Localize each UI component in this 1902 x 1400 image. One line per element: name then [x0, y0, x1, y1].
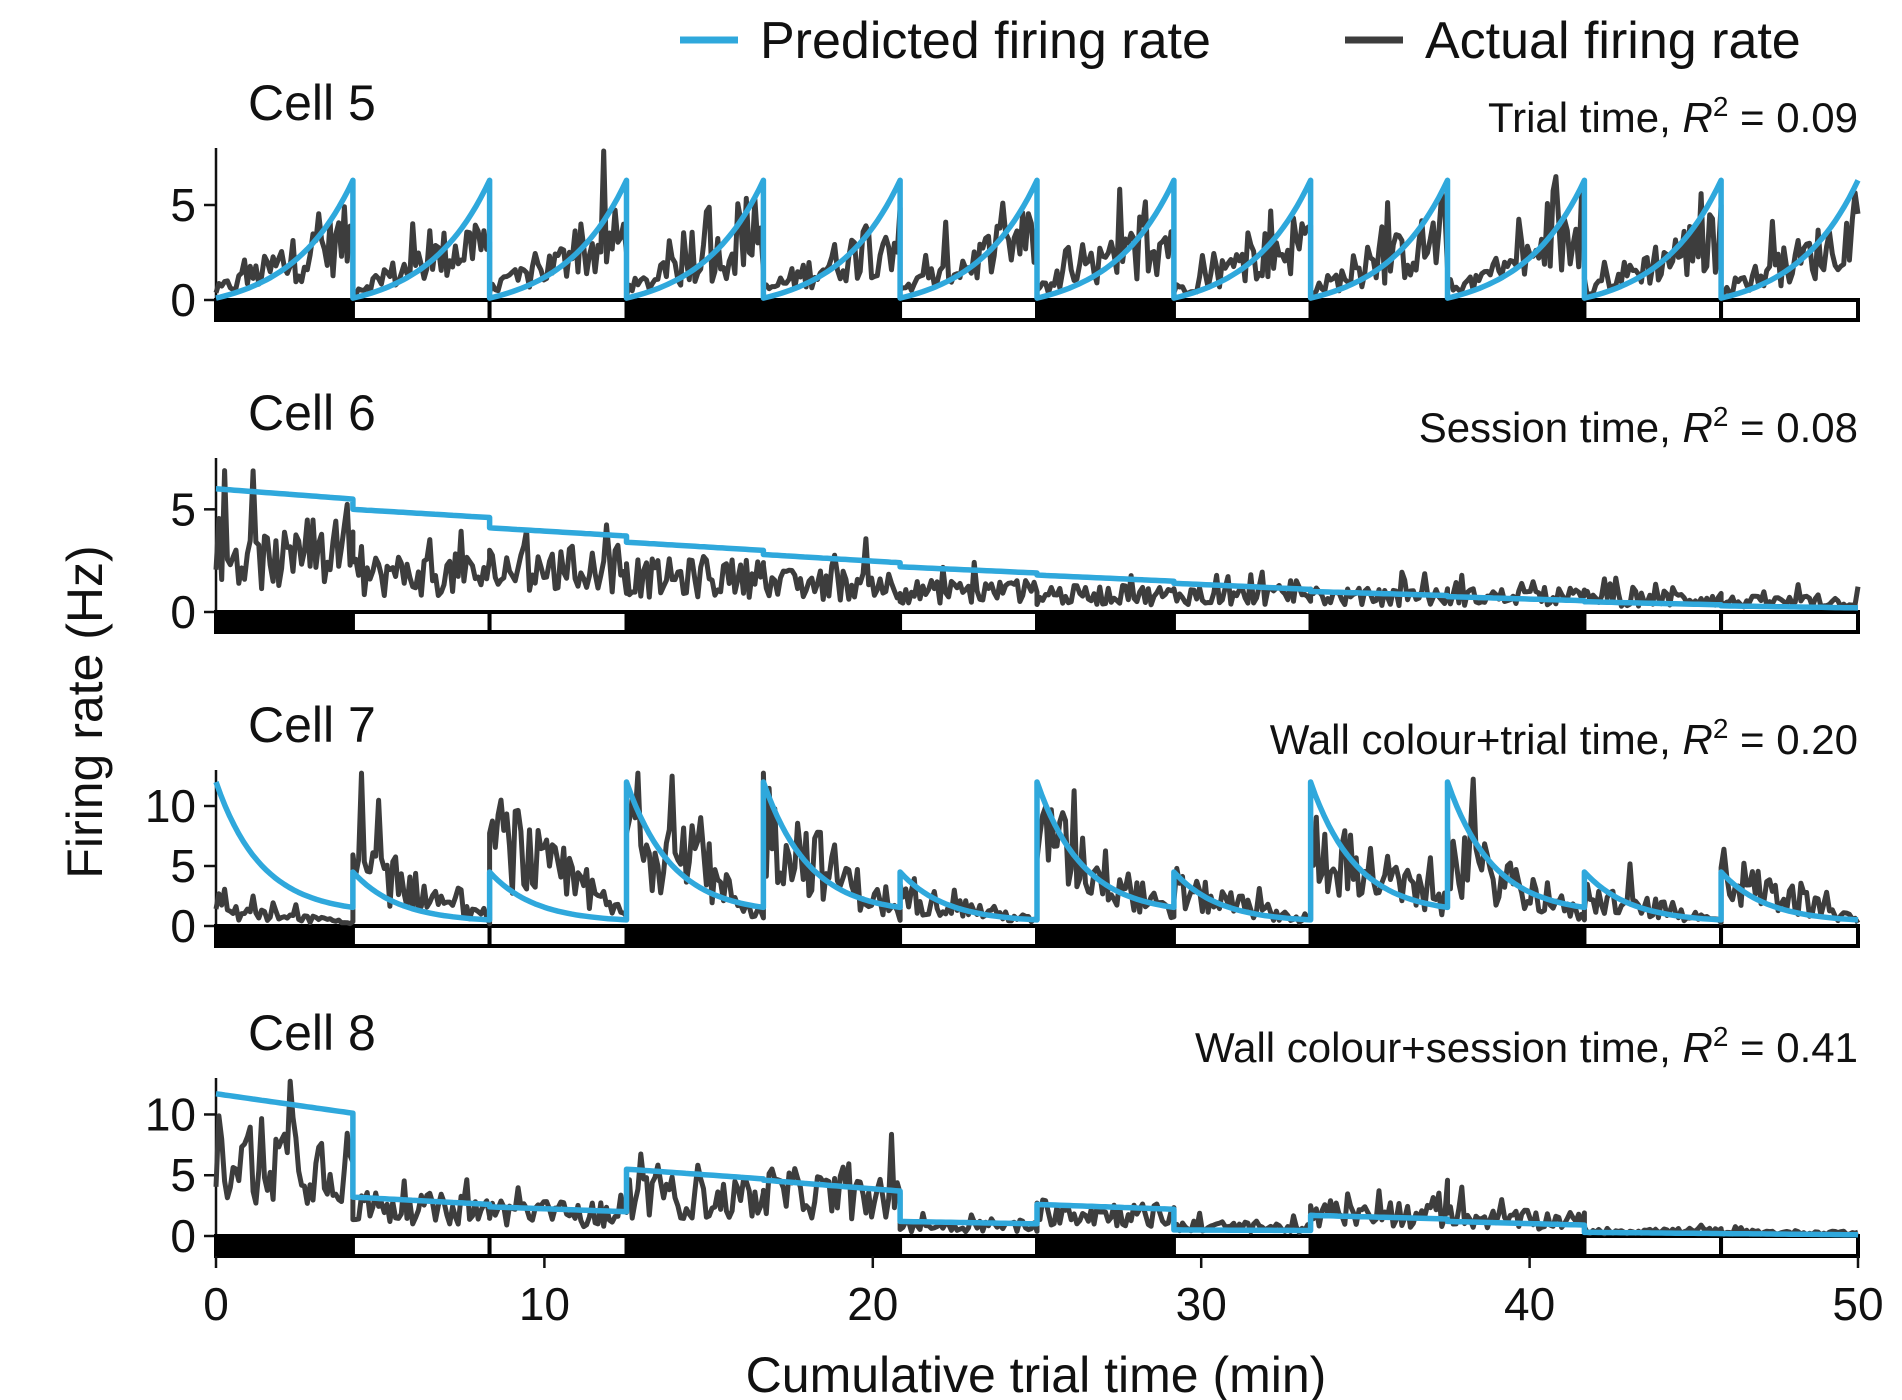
y-tick-label: 0 — [170, 1210, 196, 1262]
trial-block — [1308, 610, 1450, 634]
trial-block — [898, 298, 1039, 322]
trial-block — [1719, 924, 1861, 948]
trial-block — [487, 924, 629, 948]
trial-block — [1582, 298, 1724, 322]
trial-block — [761, 610, 903, 634]
legend-predicted-label: Predicted firing rate — [760, 12, 1211, 70]
trial-block — [898, 610, 1039, 634]
legend: Predicted firing rate Actual firing rate — [680, 12, 1801, 70]
predicted-firing-rate-line — [215, 177, 1861, 301]
panel-3: Cell 7 Wall colour+trial time, R2 = 0.20 0… — [145, 697, 1861, 952]
trial-block — [1582, 610, 1724, 634]
x-tick-label: 50 — [1832, 1278, 1883, 1330]
panel-2: Cell 6 Session time, R2 = 0.08 0 5 — [170, 385, 1861, 638]
trial-block — [898, 1234, 1039, 1258]
trial-block — [1719, 298, 1861, 322]
trial-block — [1035, 610, 1176, 634]
y-tick-label: 5 — [170, 840, 196, 892]
trial-block — [1445, 1234, 1587, 1258]
trial-block — [1171, 298, 1313, 322]
x-tick-label: 0 — [203, 1278, 229, 1330]
predicted-firing-rate-line — [215, 486, 1859, 611]
trial-block — [1035, 924, 1176, 948]
trial-block — [350, 924, 492, 948]
trial-block — [487, 298, 629, 322]
y-tick-label: 5 — [170, 483, 196, 535]
trial-block — [1308, 1234, 1450, 1258]
panel-r2-label: Wall colour+session time, R2 = 0.41 — [1195, 1021, 1858, 1071]
panel-r2-label: Trial time, R2 = 0.09 — [1488, 91, 1858, 141]
trial-block — [624, 298, 766, 322]
legend-actual-label: Actual firing rate — [1425, 12, 1801, 70]
y-tick-label: 0 — [170, 900, 196, 952]
panel-4: Cell 8 Wall colour+session time, R2 = 0.4… — [145, 1005, 1861, 1262]
y-tick-label: 10 — [145, 780, 196, 832]
y-tick-label: 0 — [170, 274, 196, 326]
x-axis: 0 10 20 30 40 50 — [203, 1256, 1884, 1330]
trial-block — [898, 924, 1039, 948]
trial-block — [1445, 610, 1587, 634]
panel-title: Cell 8 — [248, 1005, 376, 1061]
trial-block — [1171, 924, 1313, 948]
trial-block — [1582, 924, 1724, 948]
trial-block — [761, 924, 903, 948]
trial-block — [487, 610, 629, 634]
y-tick-label: 10 — [145, 1088, 196, 1140]
trial-block — [624, 610, 766, 634]
x-tick-label: 30 — [1176, 1278, 1227, 1330]
trial-block — [214, 924, 355, 948]
trial-block — [1308, 298, 1450, 322]
x-axis-title: Cumulative trial time (min) — [746, 1347, 1327, 1400]
trial-block — [214, 298, 355, 322]
trial-block — [624, 1234, 766, 1258]
trial-block — [1035, 1234, 1176, 1258]
trial-block — [1171, 610, 1313, 634]
trial-block — [1719, 1234, 1861, 1258]
panel-title: Cell 7 — [248, 697, 376, 753]
trial-block — [1445, 298, 1587, 322]
y-tick-label: 5 — [170, 1149, 196, 1201]
trial-block — [1308, 924, 1450, 948]
trial-block — [761, 1234, 903, 1258]
panel-1: Cell 5 Trial time, R2 = 0.09 0 5 — [170, 75, 1861, 326]
trial-block — [487, 1234, 629, 1258]
y-axis-title: Firing rate (Hz) — [57, 545, 113, 878]
trial-block — [350, 1234, 492, 1258]
trial-block — [1035, 298, 1176, 322]
trial-block — [1445, 924, 1587, 948]
x-tick-label: 10 — [519, 1278, 570, 1330]
trial-block — [214, 610, 355, 634]
actual-firing-rate-line — [213, 468, 1861, 610]
panel-title: Cell 6 — [248, 385, 376, 441]
trial-block — [214, 1234, 355, 1258]
trial-block — [1719, 610, 1861, 634]
x-tick-label: 20 — [847, 1278, 898, 1330]
panel-r2-label: Wall colour+trial time, R2 = 0.20 — [1270, 713, 1858, 763]
trial-block — [1582, 1234, 1724, 1258]
x-tick-label: 40 — [1504, 1278, 1555, 1330]
trial-block — [350, 610, 492, 634]
trial-block — [624, 924, 766, 948]
y-tick-label: 5 — [170, 179, 196, 231]
predicted-firing-rate-line — [213, 779, 1859, 923]
predicted-firing-rate-line — [215, 1091, 1859, 1238]
trial-block — [350, 298, 492, 322]
panels: Cell 5 Trial time, R2 = 0.09 0 5 Cell 6 Sessi… — [145, 75, 1861, 1262]
y-tick-label: 0 — [170, 586, 196, 638]
panel-title: Cell 5 — [248, 75, 376, 131]
trial-block — [761, 298, 903, 322]
trial-block — [1171, 1234, 1313, 1258]
panel-r2-label: Session time, R2 = 0.08 — [1419, 401, 1858, 451]
